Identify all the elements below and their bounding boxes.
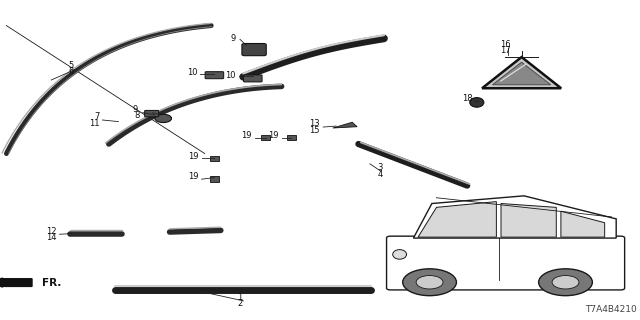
Text: 6: 6 bbox=[68, 68, 74, 76]
Text: 9: 9 bbox=[132, 105, 138, 114]
Polygon shape bbox=[501, 204, 556, 237]
Text: 1: 1 bbox=[237, 293, 243, 302]
FancyBboxPatch shape bbox=[244, 75, 262, 82]
Text: 9: 9 bbox=[231, 34, 236, 43]
Bar bbox=[261, 135, 270, 140]
Circle shape bbox=[155, 114, 172, 123]
Text: 19: 19 bbox=[188, 152, 198, 161]
Text: 3: 3 bbox=[378, 164, 383, 172]
Polygon shape bbox=[482, 57, 561, 88]
Text: 19: 19 bbox=[241, 131, 252, 140]
Text: 19: 19 bbox=[268, 131, 278, 140]
Bar bbox=[210, 156, 219, 161]
Text: 11: 11 bbox=[89, 119, 99, 128]
Text: 10: 10 bbox=[187, 68, 197, 77]
Text: 17: 17 bbox=[500, 46, 511, 55]
Polygon shape bbox=[561, 211, 605, 237]
Text: 18: 18 bbox=[461, 94, 472, 103]
Text: FR.: FR. bbox=[42, 277, 61, 288]
Text: 7: 7 bbox=[94, 112, 99, 121]
Polygon shape bbox=[493, 62, 550, 85]
Polygon shape bbox=[418, 202, 497, 237]
Circle shape bbox=[552, 276, 579, 289]
Text: 19: 19 bbox=[188, 172, 198, 181]
Ellipse shape bbox=[393, 250, 406, 259]
FancyArrow shape bbox=[0, 278, 32, 287]
Text: 8: 8 bbox=[134, 111, 140, 120]
Circle shape bbox=[539, 269, 593, 296]
Text: 13: 13 bbox=[309, 119, 320, 128]
FancyBboxPatch shape bbox=[205, 72, 224, 79]
Bar bbox=[210, 176, 219, 182]
Text: 4: 4 bbox=[378, 170, 383, 179]
FancyBboxPatch shape bbox=[387, 236, 625, 290]
FancyBboxPatch shape bbox=[145, 110, 159, 117]
Text: 10: 10 bbox=[225, 71, 236, 80]
Text: 2: 2 bbox=[237, 300, 243, 308]
Circle shape bbox=[403, 269, 456, 296]
Text: T7A4B4210: T7A4B4210 bbox=[585, 305, 637, 314]
Circle shape bbox=[416, 276, 443, 289]
Bar bbox=[287, 135, 296, 140]
Text: 16: 16 bbox=[500, 40, 511, 49]
Text: 5: 5 bbox=[68, 61, 74, 70]
Text: 15: 15 bbox=[310, 126, 320, 135]
Text: 12: 12 bbox=[46, 227, 56, 236]
Polygon shape bbox=[413, 196, 616, 238]
Polygon shape bbox=[333, 122, 357, 128]
FancyBboxPatch shape bbox=[242, 44, 266, 56]
Ellipse shape bbox=[470, 98, 484, 107]
Text: 14: 14 bbox=[46, 233, 56, 242]
